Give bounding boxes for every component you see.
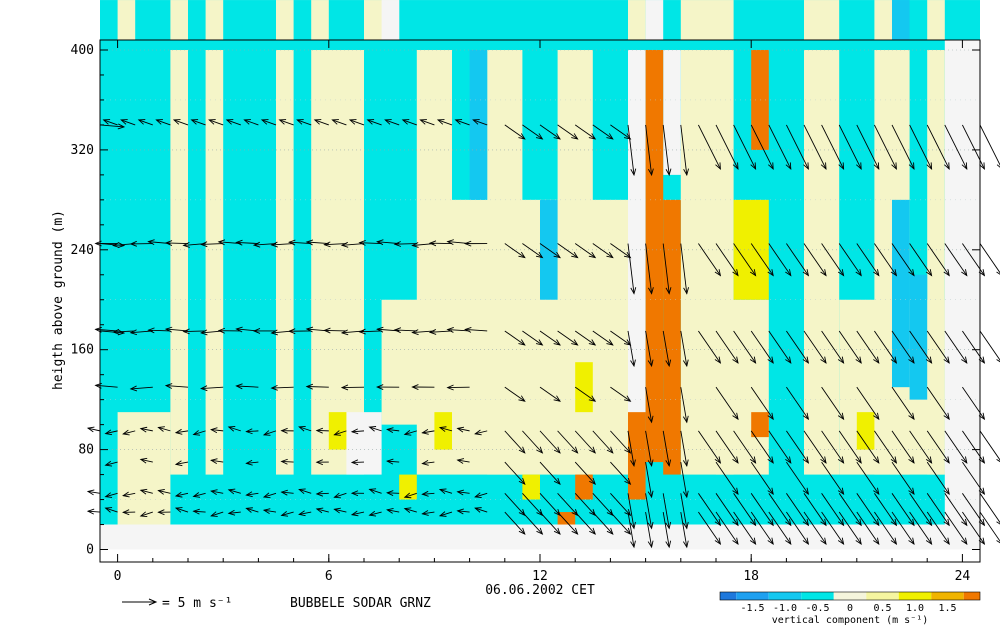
colorbar-tick-label: -1.5 [740, 603, 764, 614]
heatmap-cell [910, 275, 928, 400]
colorbar-tick-label: 1.5 [938, 603, 956, 614]
heatmap-cell [346, 412, 381, 474]
heatmap-cell [734, 200, 769, 300]
y-tick-label: 160 [71, 343, 94, 358]
reference-arrow: = 5 m s⁻¹ [122, 596, 232, 611]
y-tick-label: 0 [86, 543, 94, 558]
heatmap-cell [804, 50, 839, 475]
heatmap-cell [382, 300, 452, 425]
wind-arrow [980, 125, 1000, 169]
colorbar-swatch [736, 592, 769, 600]
heatmap-cell [434, 412, 452, 449]
colorbar-swatch [931, 592, 964, 600]
wind-arrow [88, 427, 100, 432]
heatmap-cell [170, 50, 188, 475]
colorbar-swatch [769, 592, 802, 600]
colorbar: -1.5 -1.0 -0.5 0 0.5 1.0 1.5 [720, 592, 980, 614]
colorbar-tick-label: -0.5 [805, 603, 829, 614]
colorbar-tick-label: 0.5 [873, 603, 891, 614]
y-axis-label: heigth above ground (m) [51, 210, 66, 390]
y-tick-label: 80 [78, 443, 94, 458]
heatmap-cell [276, 50, 294, 475]
colorbar-tick-label: 0 [847, 603, 853, 614]
heatmap-cell [663, 50, 681, 175]
heatmap-cell [329, 412, 347, 449]
heatmap-cell [663, 200, 681, 475]
chart-title: BUBBELE SODAR GRNZ [290, 596, 431, 611]
heatmap-cells [100, 0, 980, 549]
wind-arrow-shaft [395, 244, 417, 245]
colorbar-swatch [801, 592, 834, 600]
colorbar-swatch [720, 592, 736, 600]
y-tick-label: 400 [71, 43, 94, 58]
reference-arrow-label: = 5 m s⁻¹ [162, 596, 232, 611]
heatmap-cell [311, 50, 364, 475]
colorbar-tick-label: -1.0 [773, 603, 797, 614]
heatmap-cell [716, 300, 769, 475]
date-label: 06.06.2002 CET [485, 583, 595, 598]
wind-arrow-shaft [184, 331, 206, 332]
y-tick-label: 240 [71, 243, 94, 258]
y-tick-label: 320 [71, 143, 94, 158]
x-tick-label: 12 [532, 569, 548, 584]
wind-arrow-shaft [324, 330, 346, 331]
heatmap-cell [945, 0, 980, 549]
wind-arrow [88, 490, 100, 495]
heatmap-cell [470, 50, 488, 200]
heatmap-cell [575, 362, 593, 412]
heatmap-cell [751, 412, 769, 437]
heatmap-cell [206, 50, 224, 475]
heatmap-cell [628, 412, 646, 499]
heatmap-cell [892, 200, 910, 387]
colorbar-tick-label: 1.0 [906, 603, 924, 614]
colorbar-swatch [899, 592, 932, 600]
x-tick-label: 6 [325, 569, 333, 584]
heatmap-cell [558, 512, 576, 524]
wind-arrow [88, 509, 100, 514]
colorbar-swatch [866, 592, 899, 600]
wind-arrow-shaft [980, 125, 1000, 169]
colorbar-swatch [964, 592, 980, 600]
x-tick-label: 24 [955, 569, 971, 584]
x-tick-label: 0 [114, 569, 122, 584]
colorbar-swatch [834, 592, 867, 600]
x-tick-label: 18 [743, 569, 759, 584]
colorbar-title: vertical component (m s⁻¹) [772, 615, 929, 626]
